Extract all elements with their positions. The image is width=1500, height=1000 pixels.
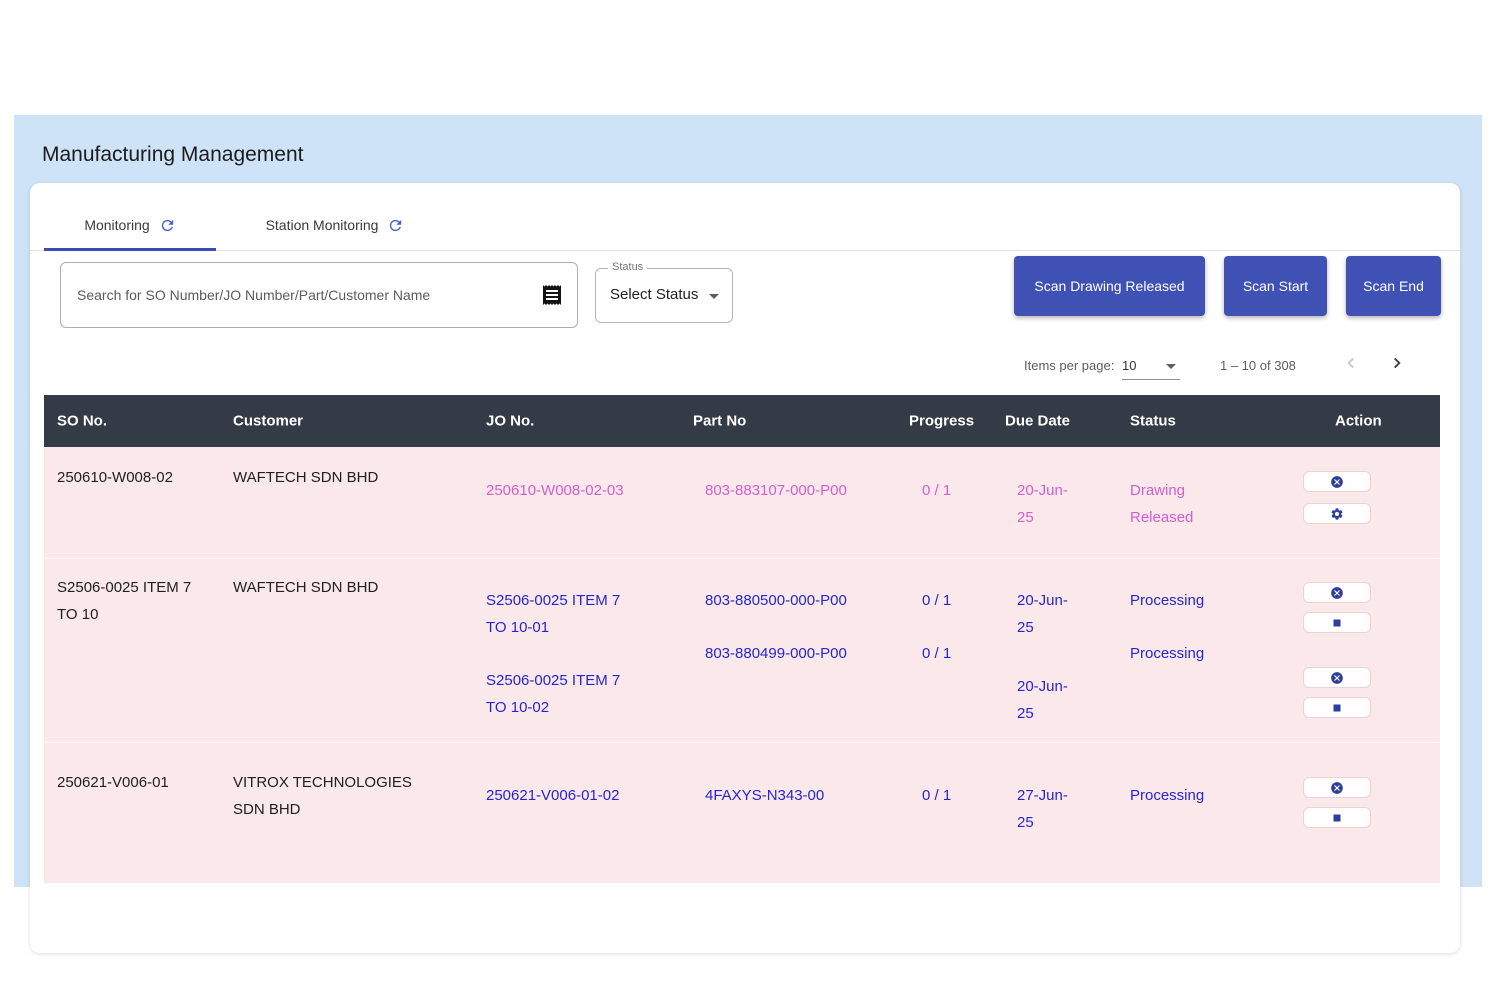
part-number: 803-880499-000-P00 bbox=[705, 645, 847, 662]
column-header-so: SO No. bbox=[57, 412, 108, 430]
tab-monitoring-label: Monitoring bbox=[84, 217, 150, 233]
previous-page-button[interactable] bbox=[1338, 350, 1364, 376]
stop-button[interactable] bbox=[1303, 697, 1371, 718]
so-number: 250610-W008-02 bbox=[57, 469, 173, 486]
due-date: 20-Jun-25 bbox=[1017, 592, 1068, 636]
gear-icon bbox=[1330, 507, 1344, 521]
customer-name: VITROX TECHNOLOGIES SDN BHD bbox=[233, 774, 412, 818]
scan-drawing-released-button[interactable]: Scan Drawing Released bbox=[1014, 256, 1205, 316]
column-header-customer: Customer bbox=[233, 412, 304, 430]
progress-value: 0 / 1 bbox=[922, 787, 952, 804]
active-tab-underline bbox=[44, 248, 216, 251]
monitoring-card: Monitoring Station Monitoring bbox=[30, 183, 1460, 953]
tab-station-monitoring-label: Station Monitoring bbox=[265, 217, 379, 233]
column-header-progress: Progress bbox=[909, 412, 975, 430]
stop-square-icon bbox=[1330, 811, 1344, 825]
column-header-status: Status bbox=[1130, 412, 1176, 430]
customer-name: WAFTECH SDN BHD bbox=[233, 579, 379, 596]
items-per-page-label: Items per page: bbox=[1024, 358, 1115, 373]
scan-start-button[interactable]: Scan Start bbox=[1224, 256, 1327, 316]
items-per-page-value: 10 bbox=[1122, 358, 1137, 373]
circle-x-icon bbox=[1330, 475, 1344, 489]
due-date: 20-Jun-25 bbox=[1017, 482, 1068, 526]
table-body: 250610-W008-02 WAFTECH SDN BHD 250610-W0… bbox=[44, 447, 1440, 883]
status-text: Drawing Released bbox=[1130, 482, 1194, 526]
stop-square-icon bbox=[1330, 701, 1344, 715]
cancel-button[interactable] bbox=[1303, 777, 1371, 798]
next-page-button[interactable] bbox=[1384, 350, 1410, 376]
due-date: 27-Jun-25 bbox=[1017, 787, 1068, 831]
status-text: Processing bbox=[1130, 787, 1205, 804]
search-input[interactable] bbox=[77, 263, 547, 327]
so-number: S2506-0025 ITEM 7 TO 10 bbox=[57, 579, 192, 623]
status-text: Processing bbox=[1130, 592, 1205, 609]
refresh-icon[interactable] bbox=[159, 217, 176, 234]
circle-x-icon bbox=[1330, 781, 1344, 795]
row-divider bbox=[44, 742, 1440, 743]
part-number: 803-883107-000-P00 bbox=[705, 482, 847, 499]
chevron-down-icon bbox=[1166, 364, 1176, 369]
so-number: 250621-V006-01 bbox=[57, 774, 169, 791]
due-date: 20-Jun-25 bbox=[1017, 678, 1068, 722]
jo-number: 250610-W008-02-03 bbox=[486, 482, 624, 499]
cancel-button[interactable] bbox=[1303, 471, 1371, 492]
column-header-action: Action bbox=[1335, 412, 1382, 430]
progress-value: 0 / 1 bbox=[922, 592, 952, 609]
barcode-scan-icon[interactable] bbox=[540, 283, 564, 307]
refresh-icon[interactable] bbox=[387, 217, 404, 234]
page-range-label: 1 – 10 of 308 bbox=[1220, 358, 1296, 373]
status-text: Processing bbox=[1130, 645, 1205, 662]
items-per-page-select[interactable]: 10 bbox=[1122, 358, 1210, 380]
part-number: 4FAXYS-N343-00 bbox=[705, 787, 825, 804]
scan-end-button[interactable]: Scan End bbox=[1346, 256, 1441, 316]
stop-button[interactable] bbox=[1303, 807, 1371, 828]
page-title: Manufacturing Management bbox=[42, 143, 304, 166]
stop-button[interactable] bbox=[1303, 612, 1371, 633]
circle-x-icon bbox=[1330, 586, 1344, 600]
page-background-panel: Manufacturing Management Monitoring Stat… bbox=[14, 115, 1482, 953]
jo-number: S2506-0025 ITEM 7 TO 10-02 bbox=[486, 672, 621, 716]
progress-value: 0 / 1 bbox=[922, 482, 952, 499]
part-number: 803-880500-000-P00 bbox=[705, 592, 847, 609]
progress-value: 0 / 1 bbox=[922, 645, 952, 662]
jo-number: S2506-0025 ITEM 7 TO 10-01 bbox=[486, 592, 621, 636]
cancel-button[interactable] bbox=[1303, 582, 1371, 603]
column-header-due: Due Date bbox=[1005, 412, 1071, 430]
stop-square-icon bbox=[1330, 616, 1344, 630]
select-underline bbox=[1122, 379, 1180, 380]
tabs-divider bbox=[30, 250, 1460, 251]
jo-number: 250621-V006-01-02 bbox=[486, 787, 620, 804]
chevron-down-icon bbox=[709, 294, 719, 299]
table-header: SO No. Customer JO No. Part No Progress … bbox=[44, 395, 1440, 447]
cancel-button[interactable] bbox=[1303, 667, 1371, 688]
circle-x-icon bbox=[1330, 671, 1344, 685]
column-header-part: Part No bbox=[693, 412, 747, 430]
search-box bbox=[60, 262, 578, 328]
customer-name: WAFTECH SDN BHD bbox=[233, 469, 379, 486]
status-select-value: Select Status bbox=[610, 286, 699, 303]
tab-monitoring[interactable]: Monitoring bbox=[44, 200, 216, 250]
status-select-label: Status bbox=[608, 261, 648, 273]
status-select[interactable]: Status Select Status bbox=[595, 261, 733, 323]
tab-station-monitoring[interactable]: Station Monitoring bbox=[240, 200, 430, 250]
settings-button[interactable] bbox=[1303, 503, 1371, 524]
row-divider bbox=[44, 558, 1440, 559]
column-header-jo: JO No. bbox=[486, 412, 535, 430]
